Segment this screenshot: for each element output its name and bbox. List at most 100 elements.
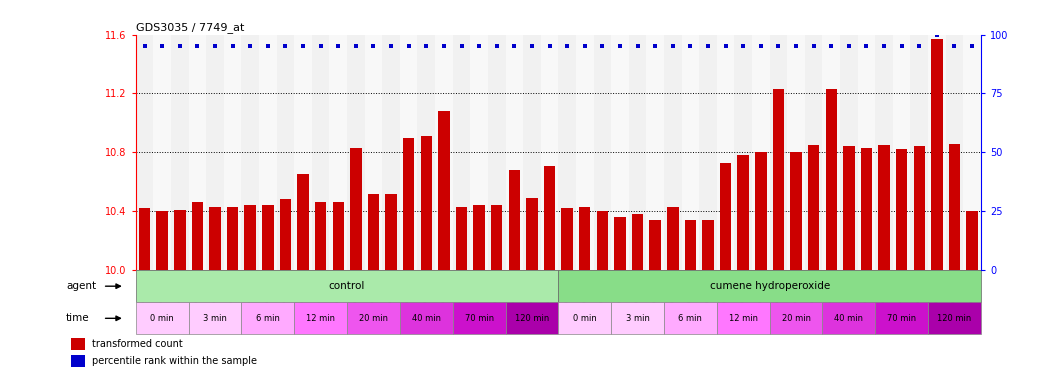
- Bar: [685, 220, 696, 270]
- Text: 70 min: 70 min: [465, 314, 494, 323]
- Bar: [189, 302, 242, 334]
- Bar: [245, 205, 256, 270]
- Bar: [629, 35, 647, 270]
- Bar: [896, 149, 907, 270]
- Bar: [632, 214, 644, 270]
- Bar: [329, 35, 347, 270]
- Bar: [700, 35, 717, 270]
- Bar: [664, 302, 717, 334]
- Text: 12 min: 12 min: [306, 314, 335, 323]
- Text: percentile rank within the sample: percentile rank within the sample: [91, 356, 256, 366]
- Bar: [453, 35, 470, 270]
- Bar: [735, 35, 752, 270]
- Bar: [720, 163, 732, 270]
- Bar: [311, 35, 329, 270]
- Text: 6 min: 6 min: [256, 314, 280, 323]
- Bar: [506, 35, 523, 270]
- Bar: [772, 89, 784, 270]
- Bar: [928, 302, 981, 334]
- Text: time: time: [66, 313, 89, 323]
- Bar: [403, 137, 414, 270]
- Bar: [825, 89, 837, 270]
- Bar: [579, 207, 591, 270]
- Bar: [154, 35, 171, 270]
- Bar: [367, 194, 379, 270]
- Bar: [931, 39, 943, 270]
- Bar: [470, 35, 488, 270]
- Bar: [242, 302, 294, 334]
- Bar: [136, 35, 154, 270]
- Bar: [523, 35, 541, 270]
- Bar: [297, 174, 308, 270]
- Text: transformed count: transformed count: [91, 339, 183, 349]
- Bar: [456, 207, 467, 270]
- Bar: [385, 194, 397, 270]
- Bar: [558, 270, 981, 302]
- Bar: [435, 35, 453, 270]
- Bar: [664, 35, 682, 270]
- Bar: [755, 152, 766, 270]
- Text: 120 min: 120 min: [937, 314, 972, 323]
- Bar: [576, 35, 594, 270]
- Bar: [804, 35, 822, 270]
- Bar: [822, 302, 875, 334]
- Bar: [857, 35, 875, 270]
- Bar: [332, 202, 344, 270]
- Bar: [703, 220, 714, 270]
- Bar: [949, 144, 960, 270]
- Bar: [808, 145, 819, 270]
- Bar: [717, 302, 769, 334]
- Bar: [611, 35, 629, 270]
- Text: 3 min: 3 min: [626, 314, 650, 323]
- Bar: [139, 208, 151, 270]
- Bar: [769, 35, 787, 270]
- Bar: [420, 136, 432, 270]
- Text: 20 min: 20 min: [782, 314, 811, 323]
- Bar: [611, 302, 664, 334]
- Bar: [875, 302, 928, 334]
- Bar: [227, 207, 239, 270]
- Bar: [347, 302, 400, 334]
- Bar: [752, 35, 769, 270]
- Bar: [400, 302, 453, 334]
- Bar: [558, 302, 611, 334]
- Bar: [509, 170, 520, 270]
- Text: 120 min: 120 min: [515, 314, 549, 323]
- Text: 12 min: 12 min: [729, 314, 758, 323]
- Bar: [544, 166, 555, 270]
- Bar: [682, 35, 700, 270]
- Bar: [224, 35, 242, 270]
- Text: cumene hydroperoxide: cumene hydroperoxide: [710, 281, 829, 291]
- Bar: [260, 35, 276, 270]
- Bar: [667, 207, 679, 270]
- Bar: [473, 205, 485, 270]
- Bar: [189, 35, 207, 270]
- Bar: [717, 35, 735, 270]
- Bar: [506, 302, 558, 334]
- Bar: [207, 35, 224, 270]
- Bar: [294, 35, 311, 270]
- Bar: [210, 207, 221, 270]
- Bar: [157, 211, 168, 270]
- Bar: [878, 145, 890, 270]
- Bar: [769, 302, 822, 334]
- Bar: [787, 35, 804, 270]
- Bar: [928, 35, 946, 270]
- Bar: [347, 35, 364, 270]
- Bar: [843, 146, 854, 270]
- Bar: [174, 210, 186, 270]
- Bar: [946, 35, 963, 270]
- Bar: [594, 35, 611, 270]
- Bar: [294, 302, 347, 334]
- Bar: [840, 35, 857, 270]
- Bar: [650, 220, 661, 270]
- Bar: [350, 148, 361, 270]
- Bar: [364, 35, 382, 270]
- Bar: [242, 35, 260, 270]
- Bar: [963, 35, 981, 270]
- Bar: [597, 211, 608, 270]
- Bar: [136, 302, 189, 334]
- Bar: [382, 35, 400, 270]
- Text: 3 min: 3 min: [203, 314, 227, 323]
- Bar: [400, 35, 417, 270]
